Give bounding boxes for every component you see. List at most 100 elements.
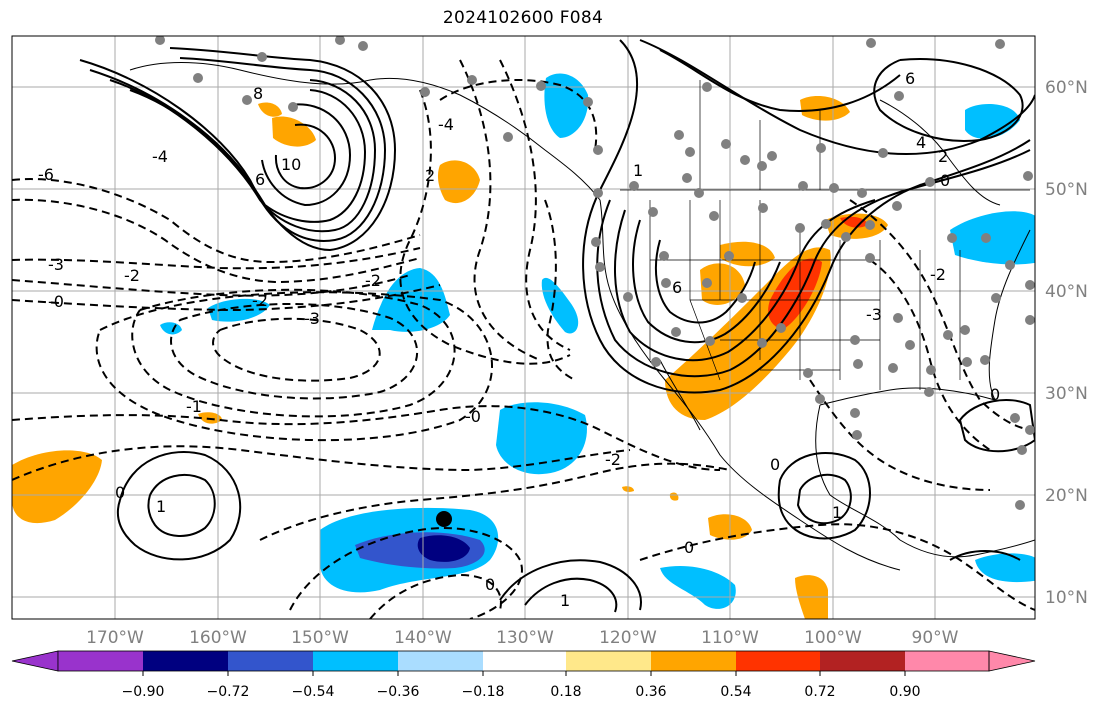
shade-blue-midpacific (372, 268, 450, 332)
contour-label-1c: 1 (832, 503, 842, 522)
solid-contour-trough-west-us-5 (632, 219, 781, 344)
shade-orange-aleutian (258, 102, 282, 117)
dashed-contour-south-4 (289, 527, 523, 619)
contour-label-neg6: -6 (38, 165, 54, 184)
contour-label-neg1: -1 (186, 397, 202, 416)
shade-blue-caribbean (975, 553, 1035, 583)
solid-contour-aleutian-3 (109, 79, 377, 233)
contour-label-1b: 1 (156, 497, 166, 516)
solid-contour-mexico-low-1 (777, 451, 871, 540)
shade-blue-off-california (541, 277, 579, 334)
contour-label-0e: 0 (485, 575, 495, 594)
colorbar-segment (651, 651, 736, 671)
coast-mexico-gulf (815, 404, 901, 541)
solid-contour-aleutian-6 (274, 123, 337, 190)
solid-contour-trough-west-us-1 (639, 39, 1035, 155)
shade-orange-great-basin (700, 263, 745, 305)
dashed-contour-subtropic-5 (12, 284, 441, 312)
contour-label-2c: -2 (605, 450, 621, 469)
solid-contour-aleutian-1 (79, 47, 397, 252)
solid-contour-aleutian-4 (129, 89, 367, 223)
colorbar-segment (483, 651, 566, 671)
solid-contour-south-low-2 (524, 577, 618, 613)
shade-navy-central-pacific (417, 535, 470, 562)
contour-labels: 8 10 6 6 4 2 1 6 1 0 1 1 0 -6 -4 -3 -2 -… (38, 69, 1000, 610)
dashed-contour-subtropic-3 (12, 247, 421, 270)
lon-label: 170°W (86, 628, 144, 648)
colorbar-tick-label: −0.36 (377, 684, 420, 700)
contour-label-6c: 6 (672, 278, 682, 297)
dashed-contour-south-1 (12, 405, 721, 471)
chart-title: 2024102600 F084 (442, 8, 604, 28)
coastlines (129, 62, 1035, 571)
shade-blue-east-pacific-south (660, 565, 736, 609)
dashed-contour-south-6 (639, 523, 1035, 611)
colorbar-segment (820, 651, 905, 671)
contour-label-0a: 0 (115, 483, 125, 502)
contour-label-neg4: -4 (152, 147, 168, 166)
contour-label-6b: 6 (905, 69, 915, 88)
dashed-contour-subtropic-2 (12, 198, 421, 284)
contour-label-1d: 1 (560, 591, 570, 610)
lon-label: 130°W (496, 628, 554, 648)
dashed-contour-east-3 (809, 379, 991, 491)
dashed-contour-east-2 (869, 259, 991, 451)
shade-orange-west-pacific (12, 450, 102, 524)
coast-gulf (819, 387, 996, 406)
colorbar-segment (736, 651, 820, 671)
contour-label-neg0b: -0 (465, 407, 481, 426)
colorbar-segment (143, 651, 228, 671)
colorbar-segment (58, 651, 143, 671)
solid-contour-trough-west-us-6 (654, 239, 756, 324)
lon-label: 140°W (394, 628, 452, 648)
contour-label-2: 2 (938, 147, 948, 166)
negative-anomaly-shading (160, 73, 1035, 609)
colorbar-ticks (142, 671, 906, 676)
shade-orange-alaska-gulf (272, 116, 316, 147)
colorbar-tick-label: 0.54 (720, 684, 751, 700)
dashed-contour-high-ring-2 (170, 302, 418, 400)
solid-contour-hawaii-low-1 (116, 451, 242, 561)
colorbar: −0.90 −0.72 −0.54 −0.36 −0.18 0.18 0.36 … (11, 650, 1036, 700)
contour-label-neg2a: -2 (124, 266, 140, 285)
dashed-contour-ridge-central-3 (499, 59, 571, 351)
lon-label: 110°W (701, 628, 759, 648)
contour-label-neg2b: -2 (252, 291, 268, 310)
contour-label-neg3c: -3 (866, 305, 882, 324)
dashed-contour-subtropic-1 (12, 178, 421, 264)
contour-label-1a: 1 (633, 161, 643, 180)
contour-label-2b: 2 (425, 166, 435, 185)
colorbar-tick-label: −0.54 (292, 684, 335, 700)
colorbar-tick-label: −0.18 (462, 684, 505, 700)
dashed-contour-high-ring-1 (212, 317, 381, 382)
colorbar-segment (228, 651, 313, 671)
contour-label-10: 10 (281, 155, 301, 174)
contour-label-2a: -2 (365, 271, 381, 290)
colorbar-segment (566, 651, 651, 671)
colorbar-tick-label: 0.72 (804, 684, 835, 700)
dashed-contour-subtropic-4 (12, 274, 411, 297)
lon-label: 150°W (291, 628, 349, 648)
lat-label: 60°N (1045, 78, 1088, 98)
contour-label-neg0a: -0 (48, 292, 64, 311)
lat-label: 40°N (1045, 282, 1088, 302)
solid-contour-trough-west-us-4 (614, 199, 876, 362)
colorbar-segment (398, 651, 483, 671)
solid-contour-aleutian-5 (261, 103, 352, 207)
station-dots (155, 36, 1035, 510)
lat-label: 20°N (1045, 486, 1088, 506)
colorbar-tick-label: −0.72 (207, 684, 250, 700)
lon-label: 160°W (189, 628, 247, 648)
dashed-contour-south-2 (12, 445, 631, 481)
shade-blue-gulf-alaska (544, 73, 589, 138)
solid-contours (79, 39, 1035, 613)
solid-contour-canada-1 (659, 49, 901, 112)
lon-label: 120°W (599, 628, 657, 648)
lon-label: 90°W (912, 628, 959, 648)
storm-marker (436, 511, 452, 527)
colorbar-extend-left (11, 650, 59, 672)
lat-label: 50°N (1045, 180, 1088, 200)
dashed-contour-south-5 (369, 573, 502, 619)
dashed-contour-ridge-central-4 (544, 199, 576, 381)
